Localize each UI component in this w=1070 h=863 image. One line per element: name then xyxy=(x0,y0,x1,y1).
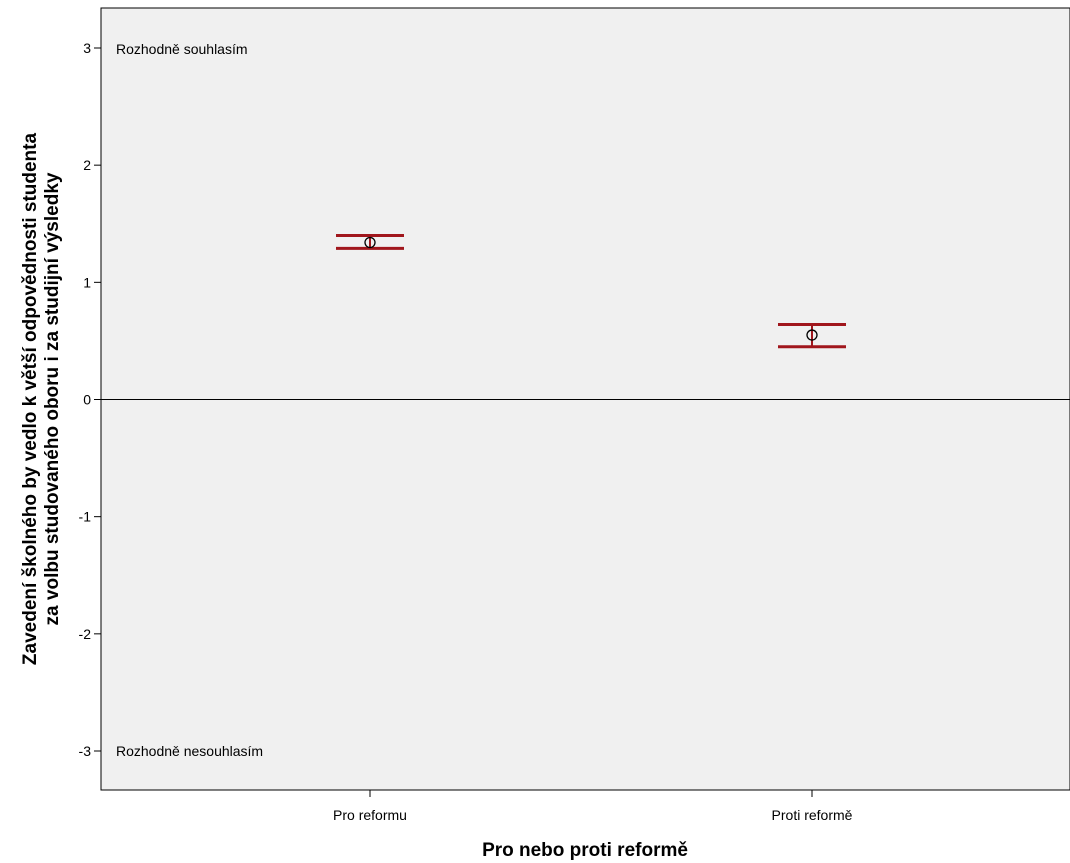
mean-marker xyxy=(364,236,376,249)
y-tick-label: 3 xyxy=(83,40,91,56)
mean-marker xyxy=(806,329,818,341)
y-tick-label: 2 xyxy=(83,157,91,173)
y-tick-label: 1 xyxy=(83,274,91,290)
x-axis-title: Pro nebo proti reformě xyxy=(482,840,688,861)
y-axis-title-line-2: za volbu studovaného oboru i za studijní… xyxy=(42,172,63,625)
y-tick-label: -1 xyxy=(79,509,92,525)
y-axis-title-line-1: Zavedení školného by vedlo k větší odpov… xyxy=(20,133,41,666)
x-axis: Pro reformu Proti reformě xyxy=(333,790,853,823)
y-axis: 3 2 1 0 -1 -2 -3 xyxy=(79,40,101,759)
error-bars xyxy=(336,233,846,349)
x-tick-label: Pro reformu xyxy=(333,807,407,823)
annotation-bottom: Rozhodně nesouhlasím xyxy=(116,743,263,759)
y-axis-title: Zavedení školného by vedlo k větší odpov… xyxy=(20,133,63,666)
y-tick-label: -3 xyxy=(79,743,92,759)
y-tick-label: 0 xyxy=(83,392,91,408)
y-tick-label: -2 xyxy=(79,626,92,642)
annotation-top: Rozhodně souhlasím xyxy=(116,41,248,57)
x-tick-label: Proti reformě xyxy=(772,807,853,823)
